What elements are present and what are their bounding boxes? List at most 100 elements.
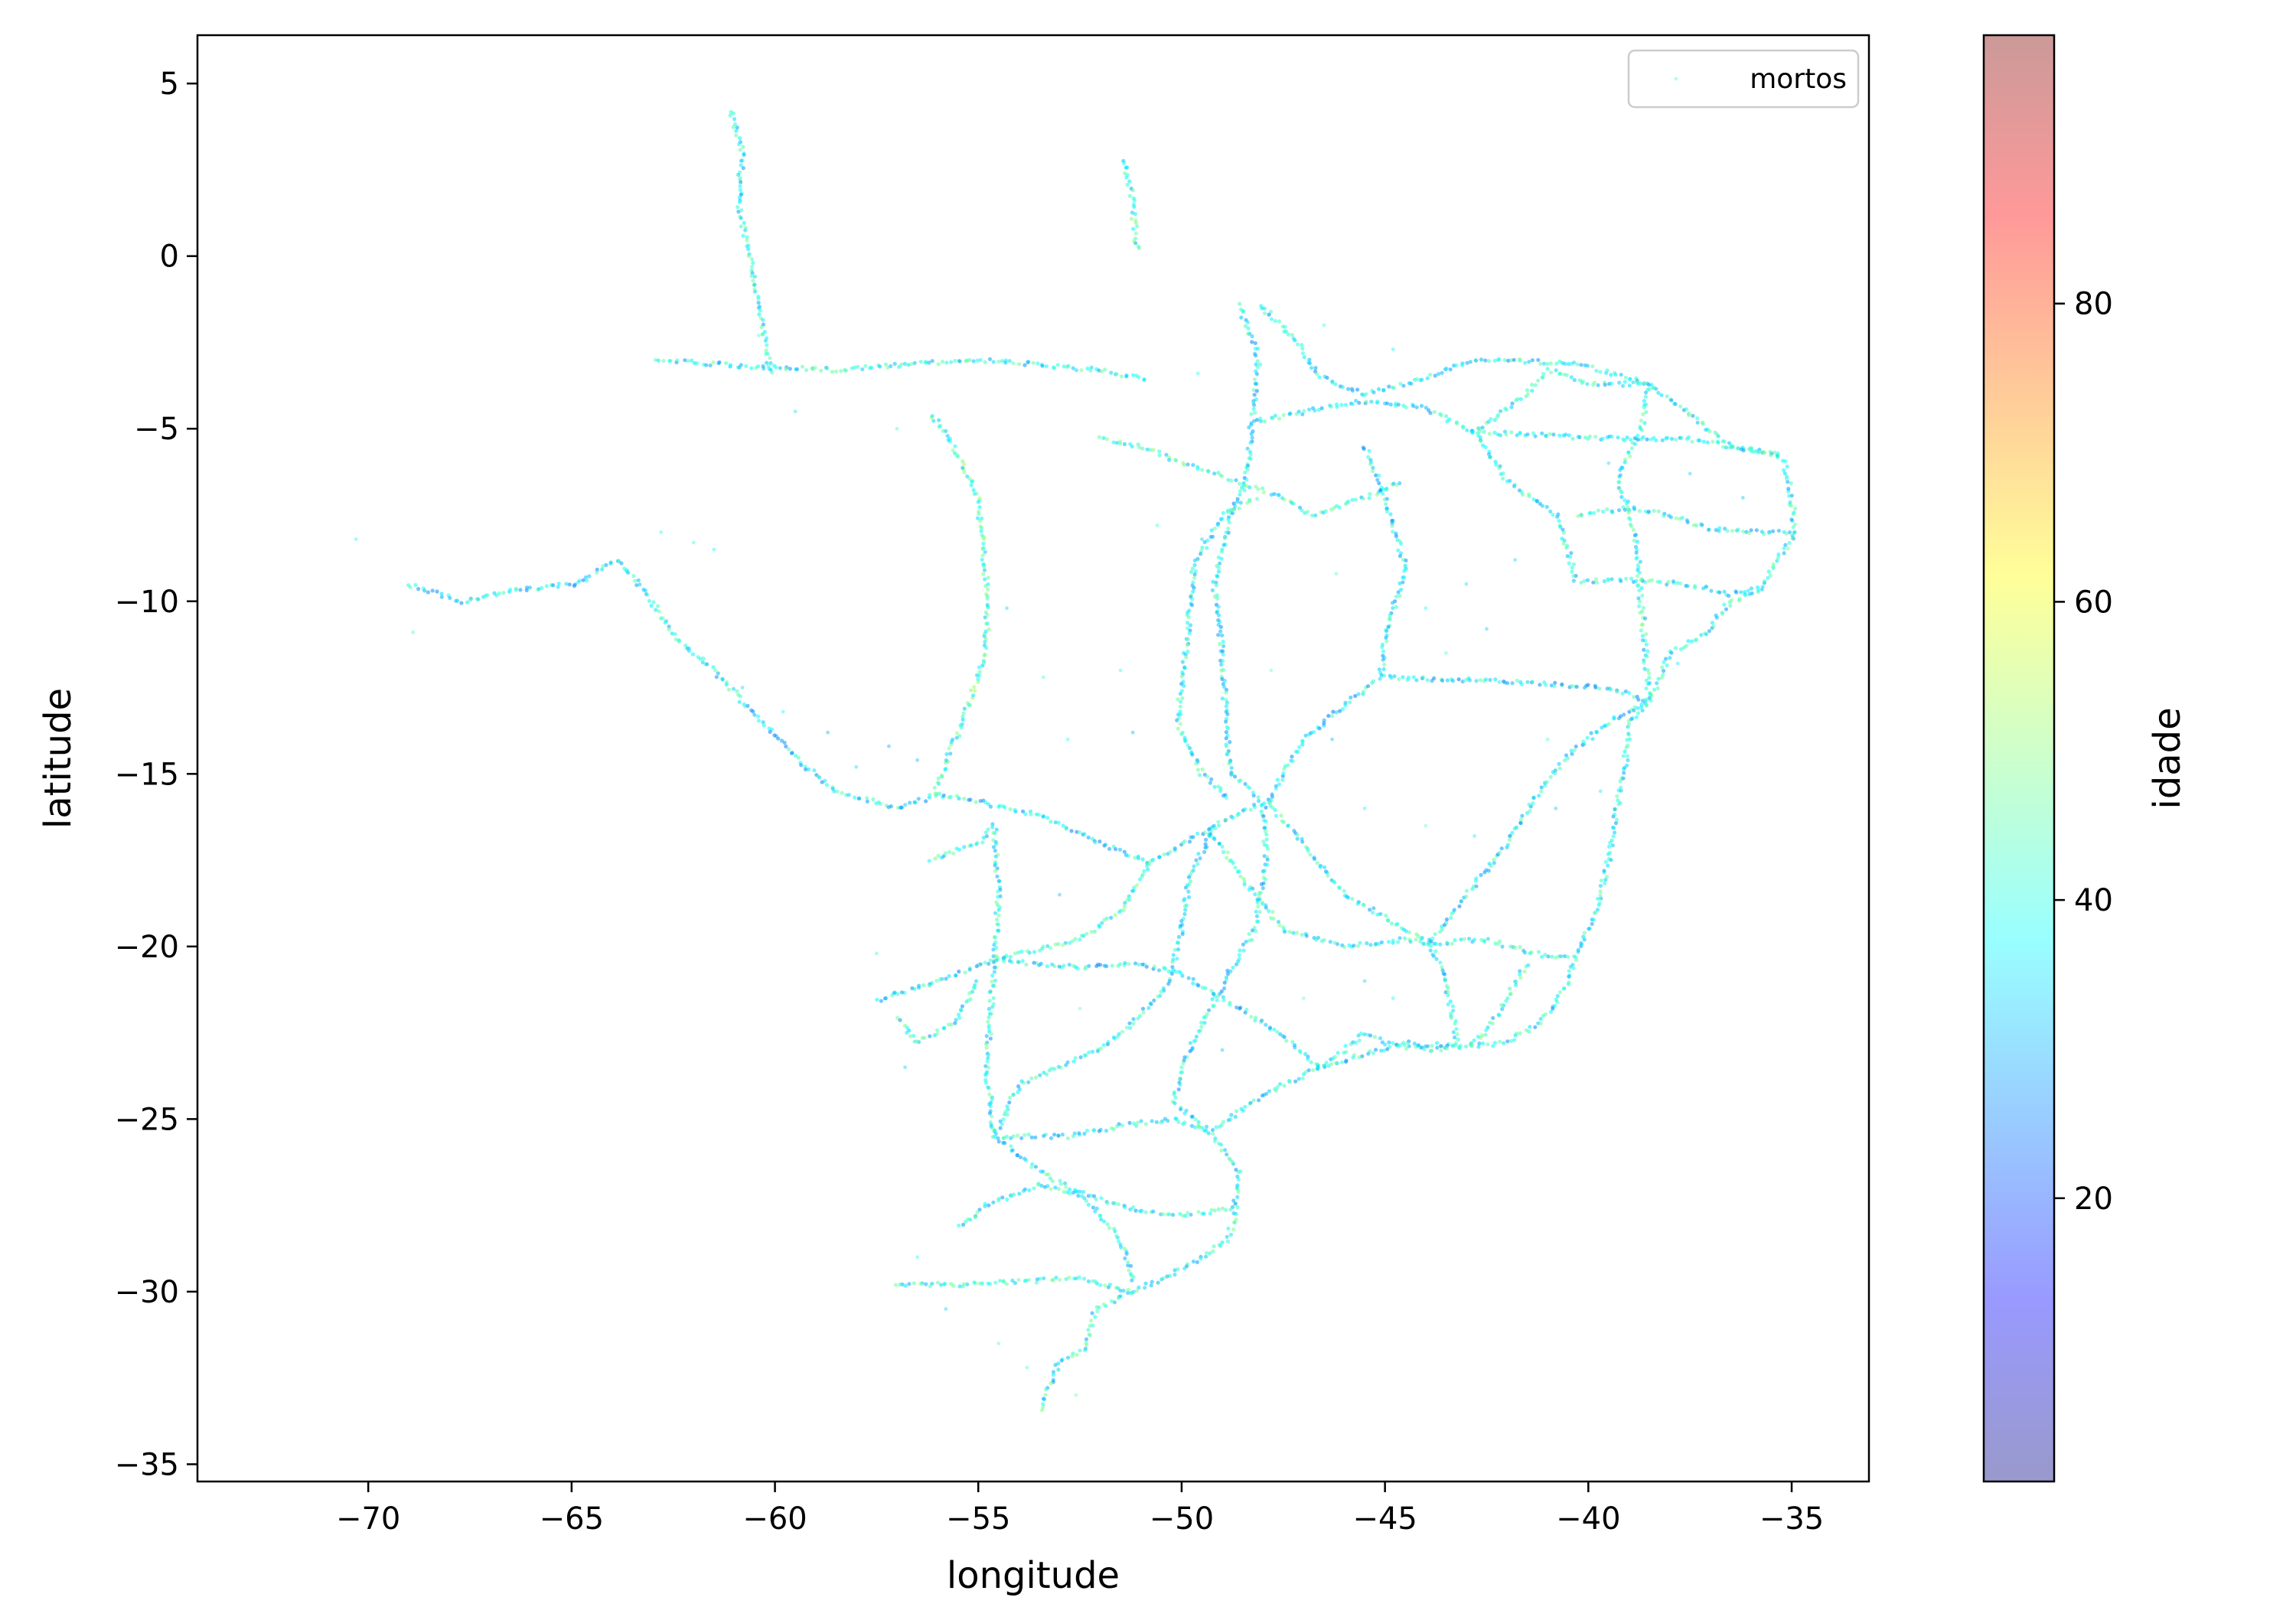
scatter-point: [1665, 435, 1669, 440]
scatter-point: [948, 751, 953, 756]
scatter-point: [1626, 690, 1632, 696]
scatter-point: [1634, 579, 1639, 584]
scatter-point: [1152, 964, 1156, 969]
scatter-point: [993, 1131, 998, 1136]
scatter-point: [933, 856, 938, 861]
scatter-point: [1290, 755, 1294, 759]
scatter-point: [890, 993, 895, 998]
scatter-point: [758, 308, 762, 313]
scatter-point: [1396, 1044, 1401, 1048]
scatter-point: [1580, 379, 1585, 384]
scatter-point: [1125, 165, 1130, 170]
scatter-point: [1771, 529, 1776, 533]
scatter-point: [912, 1281, 916, 1286]
scatter-point: [1562, 953, 1567, 959]
scatter-point: [949, 360, 954, 364]
scatter-point: [1224, 736, 1228, 741]
scatter-point: [572, 582, 578, 587]
scatter-point: [1056, 820, 1061, 825]
scatter-point: [1384, 486, 1389, 491]
scatter-point: [962, 797, 967, 801]
scatter-point: [1011, 361, 1016, 366]
scatter-point: [993, 831, 997, 836]
scatter-point: [1200, 767, 1205, 771]
scatter-point: [1137, 877, 1143, 882]
scatter-point: [889, 363, 893, 369]
scatter-point: [1609, 577, 1614, 582]
scatter-point: [865, 799, 869, 804]
scatter-point: [1570, 566, 1574, 570]
scatter-point: [1307, 407, 1312, 412]
scatter-point: [1235, 1205, 1240, 1210]
scatter-point: [1454, 421, 1459, 425]
scatter-point: [675, 358, 680, 363]
scatter-point: [717, 360, 722, 364]
scatter-point: [711, 665, 716, 670]
scatter-point: [739, 363, 743, 367]
scatter-point: [1248, 1100, 1253, 1105]
scatter-point: [1457, 904, 1462, 908]
scatter-point: [1474, 884, 1479, 888]
scatter-point: [739, 180, 743, 184]
scatter-point: [1131, 1021, 1136, 1025]
scatter-point: [1162, 852, 1166, 857]
scatter-point: [1635, 574, 1640, 579]
scatter-point: [948, 794, 953, 799]
scatter-point: [1478, 435, 1482, 440]
scatter-point: [1776, 454, 1780, 458]
scatter-point: [1318, 865, 1322, 869]
scatter-point: [667, 624, 671, 629]
scatter-point: [1227, 520, 1231, 525]
scatter-point: [1637, 509, 1642, 513]
scatter-point: [1282, 497, 1287, 502]
scatter-point: [1523, 360, 1528, 365]
scatter-point: [1116, 1202, 1121, 1207]
scatter-point: [927, 360, 931, 365]
scatter-point: [735, 205, 740, 210]
scatter-point: [1558, 954, 1564, 959]
scatter-point: [1031, 360, 1035, 365]
scatter-point: [1035, 361, 1040, 366]
scatter-point: [1368, 462, 1373, 467]
scatter-point: [989, 1114, 993, 1119]
scatter-point: [1498, 433, 1503, 438]
scatter-point: [1228, 859, 1232, 863]
scatter-point: [1518, 358, 1522, 363]
scatter-point: [1169, 971, 1174, 976]
scatter-point: [1094, 1197, 1098, 1201]
scatter-point: [1257, 910, 1262, 914]
scatter-point: [1684, 644, 1688, 648]
scatter-point: [930, 414, 934, 419]
scatter-point: [1264, 837, 1269, 842]
scatter-point: [1642, 647, 1646, 652]
scatter-point: [1168, 849, 1172, 854]
scatter-point: [1768, 573, 1773, 578]
scatter-point: [910, 986, 915, 990]
scatter-point: [1030, 1162, 1035, 1166]
scatter-point: [1139, 1119, 1143, 1123]
scatter-point: [1686, 639, 1691, 644]
scatter-point: [1304, 934, 1309, 938]
scatter-point: [1613, 821, 1619, 826]
scatter-point: [763, 338, 768, 343]
scatter-point: [1265, 846, 1270, 851]
scatter-point: [1183, 885, 1189, 890]
scatter-point: [1078, 1006, 1082, 1011]
scatter-point: [1381, 673, 1387, 678]
scatter-point: [1156, 994, 1160, 999]
scatter-point: [826, 730, 830, 735]
scatter-point: [1730, 529, 1735, 533]
scatter-point: [1075, 1352, 1079, 1357]
scatter-point: [1128, 1271, 1133, 1276]
scatter-point: [1323, 509, 1328, 513]
scatter-point: [1297, 1048, 1302, 1053]
scatter-point: [1448, 367, 1453, 372]
scatter-point: [1238, 1006, 1242, 1011]
scatter-point: [1500, 1007, 1505, 1012]
scatter-point: [1512, 357, 1516, 362]
scatter-point: [736, 142, 742, 146]
scatter-point: [1585, 363, 1590, 368]
scatter-point: [1126, 1260, 1130, 1265]
scatter-point: [1049, 946, 1053, 950]
scatter-point: [1407, 1044, 1411, 1048]
